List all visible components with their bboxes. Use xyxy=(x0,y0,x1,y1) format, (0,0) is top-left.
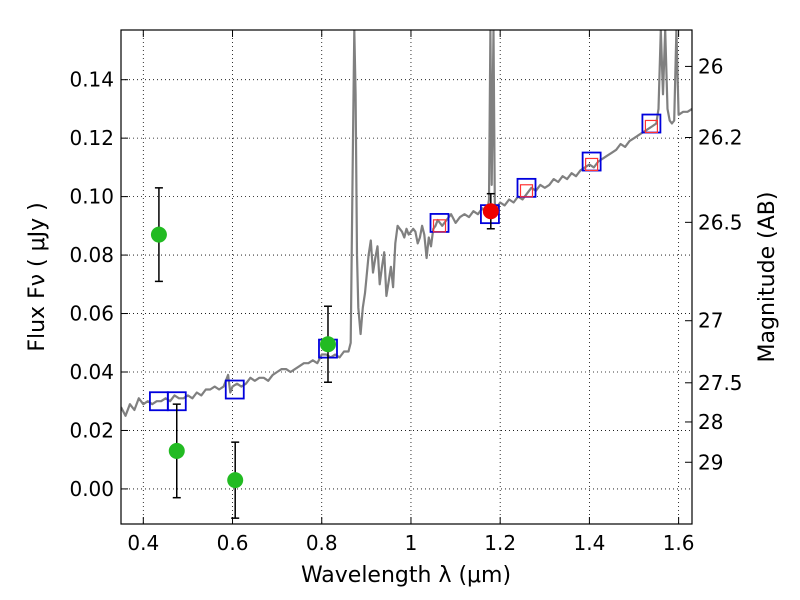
detection-green-point xyxy=(319,336,336,353)
model-spectrum-line xyxy=(121,30,692,417)
y-tick-label: 0.12 xyxy=(69,126,114,150)
model-photometry-blue-square xyxy=(224,379,245,400)
y2-axis-title: Magnitude (AB) xyxy=(755,192,780,363)
y-tick-label: 0.04 xyxy=(69,360,114,384)
y2-tick-label: 26.2 xyxy=(698,125,743,149)
plot-frame xyxy=(120,29,693,525)
x-tick-label: 0.8 xyxy=(306,531,338,555)
y2-tick-label: 28 xyxy=(698,410,723,434)
y-tick-label: 0.14 xyxy=(69,68,114,92)
model-photometry-red-square xyxy=(585,157,599,172)
y2-tick-label: 27.5 xyxy=(698,371,743,395)
x-axis-title: Wavelength λ (μm) xyxy=(301,563,511,588)
x-tick-label: 1.4 xyxy=(573,531,605,555)
detection-red-point xyxy=(482,203,499,220)
detection-green-point xyxy=(168,442,185,459)
model-photometry-red-square xyxy=(432,219,447,233)
y-tick-label: 0.10 xyxy=(69,185,114,209)
x-tick-label: 1.6 xyxy=(663,531,695,555)
model-photometry-red-square xyxy=(519,184,534,198)
x-tick-label: 1 xyxy=(405,531,418,555)
plot-area xyxy=(121,30,692,519)
model-photometry-red-square xyxy=(644,119,659,134)
detection-green-point xyxy=(150,226,167,243)
x-tick-label: 0.6 xyxy=(217,531,249,555)
axes: 0.4 0.6 0.8 1 1.2 1.4 1.6 0.00 0.02 0.04 0.06 0.08 0… xyxy=(69,30,743,555)
y2-tick-label: 27 xyxy=(698,309,723,333)
x-tick-label: 1.2 xyxy=(484,531,516,555)
y-tick-label: 0.02 xyxy=(69,418,114,442)
y-tick-label: 0.08 xyxy=(69,243,114,267)
y2-tick-label: 29 xyxy=(698,450,723,474)
detection-green-point xyxy=(227,472,244,489)
y-tick-label: 0.06 xyxy=(69,302,114,326)
y2-tick-label: 26 xyxy=(698,54,723,78)
x-tick-label: 0.4 xyxy=(127,531,159,555)
y-axis-title: Flux Fν ( μJy ) xyxy=(25,202,50,351)
y-tick-label: 0.00 xyxy=(69,477,114,501)
y2-tick-label: 26.5 xyxy=(698,210,743,234)
